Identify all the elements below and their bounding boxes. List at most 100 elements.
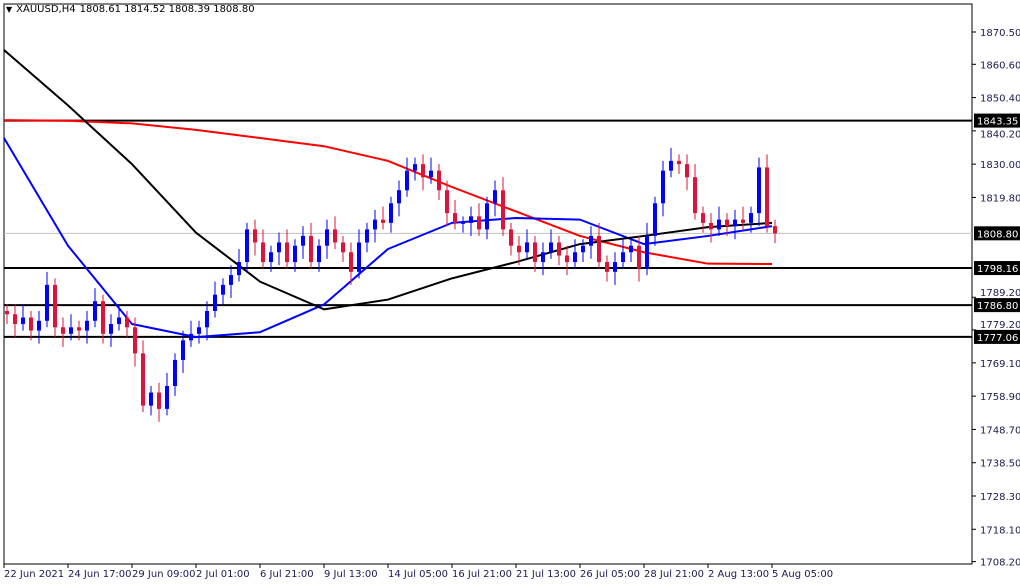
candle — [493, 180, 497, 217]
candle-body — [245, 229, 249, 263]
chart-header: ▼ XAUUSD,H4 1808.61 1814.52 1808.39 1808… — [6, 4, 255, 15]
candle-body — [565, 255, 569, 263]
candle-body — [477, 216, 481, 230]
candle-body — [389, 203, 393, 223]
x-tick-label: 21 Jul 13:00 — [516, 569, 576, 580]
moving-average-line — [3, 137, 773, 339]
x-tick-label: 26 Jul 05:00 — [580, 569, 640, 580]
candle-body — [773, 226, 777, 234]
candle-body — [397, 190, 401, 204]
candle-body — [485, 203, 489, 230]
symbol-label: XAUUSD,H4 — [16, 4, 76, 15]
candle-body — [357, 242, 361, 272]
y-tick-label: 1850.40 — [980, 94, 1020, 105]
candle — [285, 229, 289, 269]
price-level-tag — [974, 113, 1020, 128]
candle — [205, 301, 209, 341]
candle — [117, 304, 121, 331]
candle-body — [597, 235, 601, 263]
candle-body — [573, 252, 577, 263]
y-tick-label: 1738.50 — [980, 459, 1020, 470]
candle-body — [541, 252, 545, 263]
candle-body — [605, 262, 609, 272]
price-level-tag — [974, 329, 1020, 344]
candle-body — [533, 242, 537, 263]
candle-body — [701, 213, 705, 223]
candle — [525, 229, 529, 259]
candle-body — [581, 245, 585, 253]
candle — [757, 157, 761, 227]
price-level-tag — [974, 261, 1020, 276]
triangle-down-icon[interactable]: ▼ — [6, 5, 13, 14]
candle-body — [677, 160, 681, 165]
candle-body — [725, 219, 729, 227]
candle — [389, 196, 393, 233]
candle — [189, 320, 193, 347]
candle-body — [237, 262, 241, 276]
y-tick-label: 1840.20 — [980, 130, 1020, 141]
candle-body — [469, 216, 473, 223]
candle-body — [613, 262, 617, 272]
y-tick-label: 1769.10 — [980, 359, 1020, 370]
candle-body — [29, 317, 33, 331]
candle — [677, 154, 681, 174]
y-tick-label: 1748.70 — [980, 425, 1020, 436]
candle-body — [269, 252, 273, 263]
candle-body — [645, 235, 649, 269]
x-tick-label: 24 Jun 17:00 — [68, 569, 132, 580]
candle — [309, 222, 313, 269]
candle — [405, 157, 409, 197]
candle-body — [445, 190, 449, 214]
candle — [733, 209, 737, 240]
candle — [317, 239, 321, 272]
candle — [213, 281, 217, 318]
candle-body — [501, 190, 505, 230]
candle-body — [405, 170, 409, 191]
candle — [629, 239, 633, 263]
price-level-label: 1786.80 — [977, 301, 1018, 312]
y-tick-label: 1860.60 — [980, 60, 1020, 71]
candle — [21, 304, 25, 331]
candle-body — [93, 301, 97, 321]
candle — [325, 219, 329, 259]
y-tick-label: 1830.00 — [980, 160, 1020, 171]
candle — [621, 239, 625, 269]
candle-body — [173, 359, 177, 387]
candle — [413, 157, 417, 181]
candle — [61, 317, 65, 347]
candle — [509, 222, 513, 256]
candle — [45, 271, 49, 328]
price-level-label: 1843.35 — [977, 117, 1018, 128]
candle — [565, 245, 569, 276]
candle — [69, 314, 73, 341]
candle — [149, 386, 153, 416]
candle — [461, 216, 465, 233]
candle-body — [205, 310, 209, 328]
candle-body — [717, 219, 721, 230]
candle-body — [669, 160, 673, 171]
candle — [93, 288, 97, 328]
x-tick-label: 22 Jun 2021 — [4, 569, 64, 580]
candle — [773, 219, 777, 244]
candle — [717, 206, 721, 236]
x-tick-label: 5 Aug 05:00 — [772, 569, 833, 580]
candle-body — [493, 190, 497, 204]
candle — [477, 203, 481, 236]
x-tick-label: 6 Jul 21:00 — [260, 569, 314, 580]
candle-body — [69, 327, 73, 334]
candle-body — [109, 324, 113, 334]
candle-body — [621, 252, 625, 263]
candle-body — [525, 242, 529, 253]
y-tick-label: 1789.20 — [980, 288, 1020, 299]
candle-body — [181, 340, 185, 360]
candle — [101, 294, 105, 344]
candle — [445, 180, 449, 227]
candle-body — [13, 314, 17, 325]
candle-body — [45, 284, 49, 321]
candle — [501, 177, 505, 236]
price-level-label: 1777.06 — [977, 333, 1018, 344]
candle — [709, 213, 713, 243]
candle — [485, 196, 489, 240]
y-tick-label: 1758.90 — [980, 392, 1020, 403]
